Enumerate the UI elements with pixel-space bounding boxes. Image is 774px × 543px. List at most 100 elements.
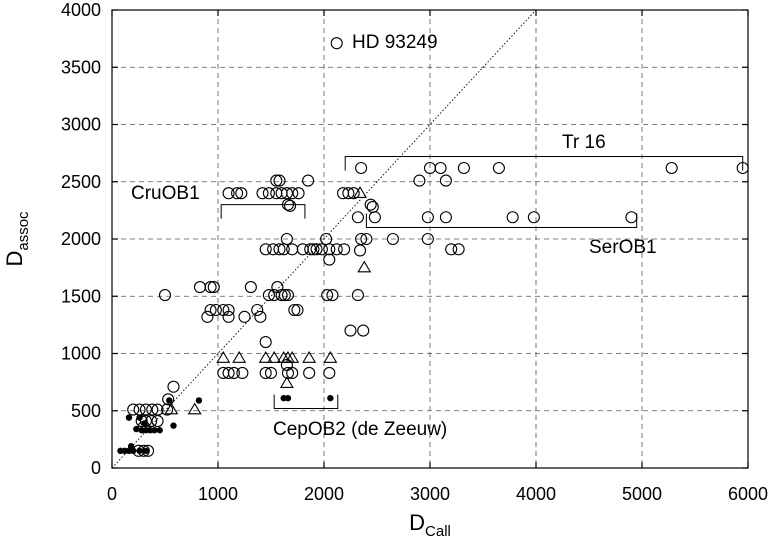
data-point-circle (286, 243, 299, 256)
y-axis-label: Dassoc (2, 211, 32, 267)
data-point-triangle (216, 350, 231, 363)
bracket-tr16 (344, 156, 744, 171)
data-point-dot (125, 414, 133, 421)
x-tick-label: 2000 (304, 484, 344, 504)
data-point-circle (303, 366, 316, 380)
data-point-circle (307, 243, 320, 256)
data-point-dot (151, 427, 158, 434)
data-point-circle (665, 161, 678, 175)
data-point-circle (291, 303, 304, 317)
data-point-circle (330, 37, 343, 50)
data-point-dot (284, 394, 292, 402)
data-point-circle (275, 289, 288, 302)
data-point-circle (244, 281, 257, 294)
data-point-circle (326, 289, 339, 302)
data-point-circle (273, 174, 286, 187)
data-point-triangle (285, 350, 300, 363)
axis-ticks (111, 9, 749, 469)
data-point-circle (304, 243, 317, 256)
data-point-circle (360, 232, 373, 246)
data-point-triangle (279, 376, 294, 389)
y-tick-label: 3500 (61, 57, 101, 77)
data-point-circle (439, 211, 452, 224)
data-point-dot (130, 447, 137, 455)
data-point-circle (439, 174, 452, 187)
data-point-circle (161, 403, 174, 416)
data-point-circle (193, 281, 207, 294)
data-point-circle (201, 310, 214, 323)
data-point-circle (288, 303, 301, 317)
data-point-circle (222, 303, 235, 317)
data-point-circle (151, 415, 164, 428)
x-tick-label: 3000 (410, 484, 450, 504)
x-tick-label: 0 (107, 484, 117, 504)
data-point-circle (323, 243, 336, 256)
diagonal-line (111, 9, 537, 469)
data-point-circle (162, 393, 175, 406)
data-point-triangle (164, 402, 179, 415)
data-point-circle (457, 161, 470, 175)
data-point-circle (434, 161, 447, 175)
x-tick-label: 4000 (516, 484, 556, 504)
data-point-dot (141, 420, 149, 427)
data-point-circle (351, 211, 364, 224)
data-point-circle (421, 211, 434, 224)
data-point-circle (315, 243, 328, 256)
data-point-triangle (267, 350, 282, 363)
data-point-triangle (353, 186, 368, 198)
data-point-circle (278, 289, 291, 302)
grid-lines (112, 10, 748, 468)
data-point-circle (292, 187, 305, 200)
data-point-circle (264, 366, 278, 380)
data-point-dot (170, 422, 177, 429)
y-tick-label: 0 (91, 458, 101, 478)
data-point-circle (286, 187, 299, 200)
data-point-triangle (357, 260, 372, 273)
data-point-dot (327, 394, 334, 402)
data-point-circle (251, 303, 264, 317)
data-point-circle (236, 366, 249, 380)
data-point-circle (204, 281, 217, 294)
data-point-dot (166, 397, 173, 404)
annotation-serob1: SerOB1 (589, 237, 657, 258)
data-point-circle (386, 232, 399, 246)
data-point-circle (222, 366, 235, 380)
bracket-serob1 (365, 213, 638, 229)
data-point-circle (139, 403, 152, 416)
x-tick-label: 6000 (728, 484, 768, 504)
data-point-circle (231, 187, 244, 200)
bracket-cepob2 (273, 394, 339, 409)
data-point-circle (207, 281, 220, 294)
data-point-circle (342, 187, 355, 200)
data-point-triangle (258, 350, 273, 363)
data-point-triangle (232, 350, 247, 363)
y-tick-label: 4000 (61, 0, 101, 20)
data-point-circle (273, 243, 286, 256)
data-point-circle (351, 289, 364, 302)
data-point-circle (222, 187, 235, 200)
data-point-circle (344, 324, 357, 337)
annotation-hd93249: HD 93249 (352, 32, 438, 53)
data-point-circle (445, 243, 458, 256)
data-point-circle (527, 211, 540, 224)
data-point-circle (222, 310, 235, 323)
data-point-circle (452, 243, 465, 256)
data-point-circle (235, 187, 248, 200)
data-point-dot (195, 397, 203, 404)
data-point-circle (364, 198, 377, 211)
data-point-circle (139, 415, 152, 428)
data-point-circle (167, 380, 180, 393)
data-point-triangle (187, 402, 202, 415)
data-point-dot (133, 425, 140, 433)
data-point-circle (302, 174, 315, 187)
data-point-dot (156, 427, 163, 434)
x-axis-label: DCall (409, 510, 451, 540)
data-point-circle (330, 243, 343, 256)
data-point-circle (625, 211, 638, 224)
annotation-cepob2: CepOB2 (de Zeeuw) (273, 419, 447, 440)
data-point-circle (413, 174, 426, 187)
data-point-circle (323, 366, 336, 380)
data-point-circle (133, 403, 146, 416)
data-point-circle (271, 281, 284, 294)
